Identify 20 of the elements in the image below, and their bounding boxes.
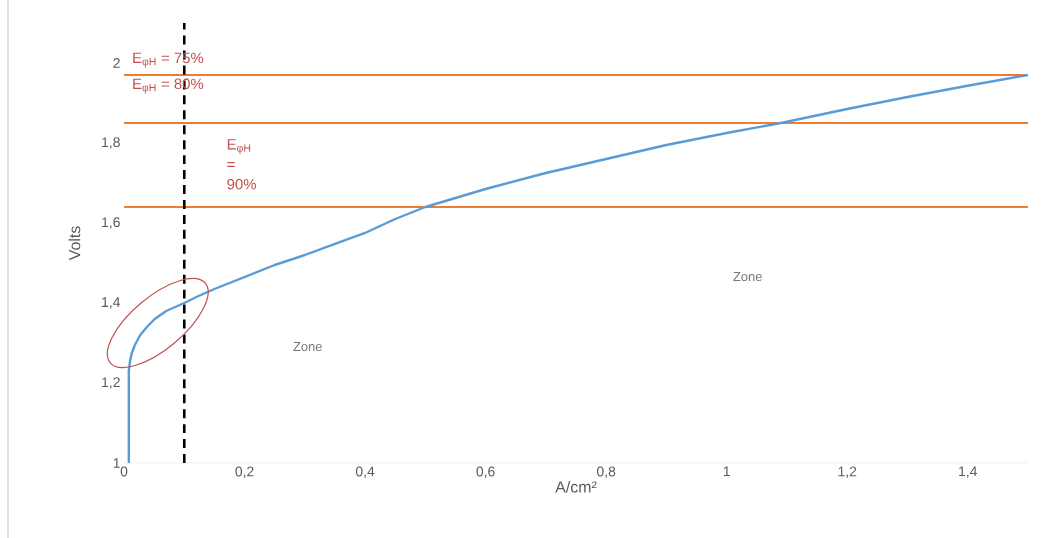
annotation: E$_{φH}$ = 90% xyxy=(227,139,257,190)
annotation: E$_{φH}$ = 75% xyxy=(133,52,204,68)
x-axis-title: A/cm² xyxy=(555,480,597,493)
x-tick-label: 1,4 xyxy=(959,466,978,478)
x-tick-label: 1,2 xyxy=(838,466,857,479)
y-tick-label: 1 xyxy=(113,458,120,468)
y-tick-label: 1,2 xyxy=(102,377,120,389)
y-tick-label: 1,4 xyxy=(102,297,121,309)
y-tick-label: 2 xyxy=(113,58,120,68)
x-tick-label: 0,8 xyxy=(596,466,616,479)
annotation: Zone xyxy=(293,342,322,352)
y-axis-title: Volts xyxy=(68,226,81,261)
x-tick-label: 1 xyxy=(723,466,730,477)
y-tick-label: 1,8 xyxy=(102,137,120,149)
x-tick-label: 0,2 xyxy=(235,466,254,479)
annotation: Zone xyxy=(733,272,762,282)
x-tick-label: 0 xyxy=(120,466,128,477)
x-tick-label: 0,4 xyxy=(355,466,375,479)
x-tick-label: 0,6 xyxy=(476,466,495,479)
y-tick-label: 1,6 xyxy=(102,217,120,229)
